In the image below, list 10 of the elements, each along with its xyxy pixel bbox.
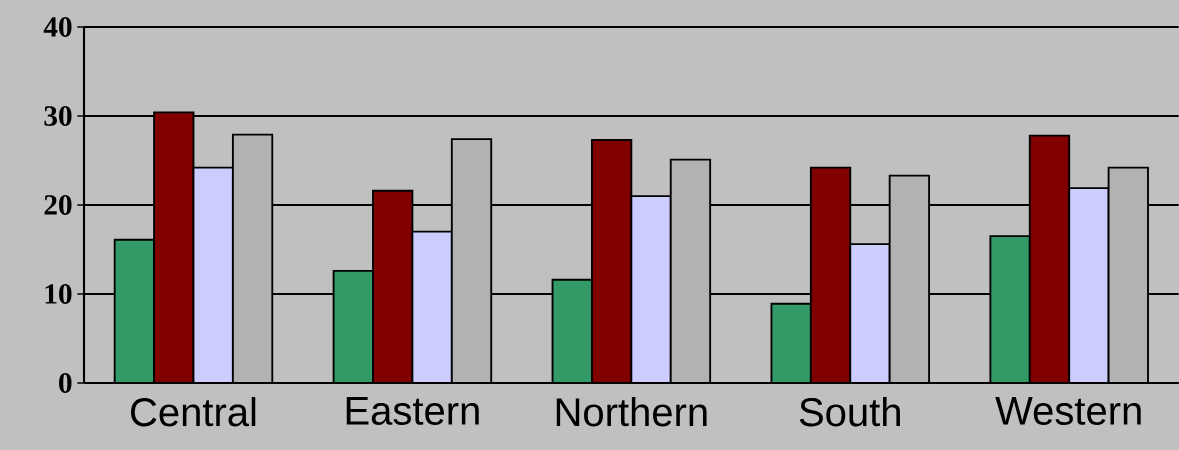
y-tick-label: 30 (44, 106, 72, 126)
x-tick-label: Eastern (346, 397, 479, 425)
y-tick-label: 20 (44, 195, 72, 215)
x-tick-label: Western (995, 397, 1141, 425)
x-tick-label: Northern (556, 397, 707, 427)
x-tick-label: Central (131, 397, 256, 427)
y-tick-label: 0 (59, 373, 72, 393)
y-tick-label: 40 (43, 17, 72, 37)
y-tick-label: 10 (45, 284, 72, 304)
x-tick-label: South (799, 397, 900, 427)
